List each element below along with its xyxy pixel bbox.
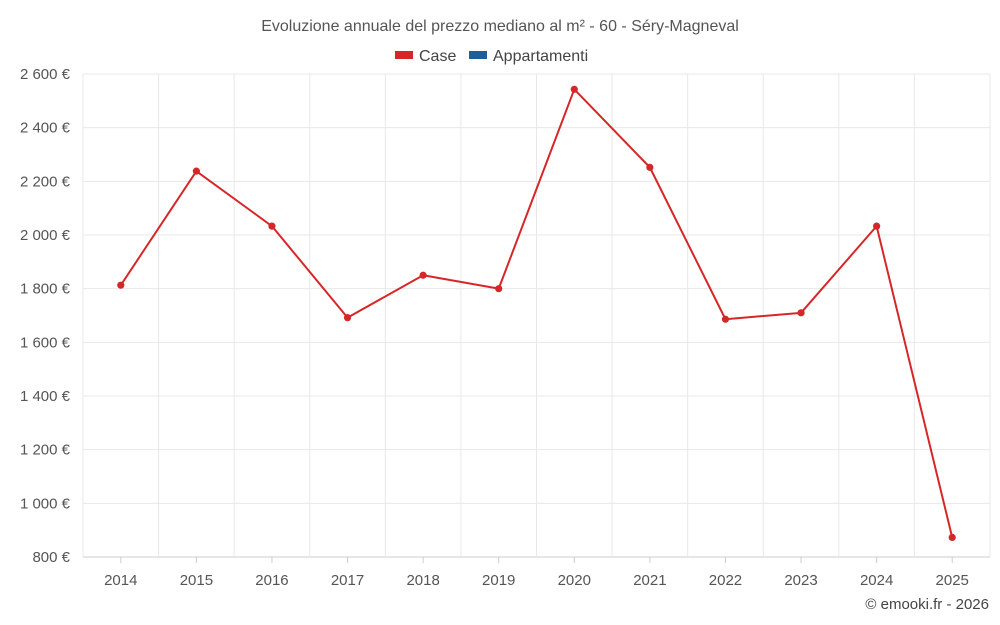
data-point-2018[interactable] (419, 271, 427, 279)
x-tick-label-8: 2022 (709, 572, 742, 589)
data-point-2014[interactable] (117, 281, 125, 289)
credit-text: © emooki.fr - 2026 (865, 596, 989, 613)
data-point-2016[interactable] (268, 222, 276, 230)
x-tick-label-7: 2021 (633, 572, 666, 589)
legend-swatch-case (395, 51, 413, 59)
x-tick-label-11: 2025 (936, 572, 969, 589)
y-tick-label-4: 1 600 € (20, 334, 71, 351)
y-tick-label-7: 2 200 € (20, 173, 71, 190)
x-tick-label-0: 2014 (104, 572, 137, 589)
legend-label-appartamenti: Appartamenti (493, 48, 588, 65)
legend: Case Appartamenti (395, 48, 588, 65)
data-point-2017[interactable] (343, 314, 352, 322)
x-tick-label-2: 2016 (255, 572, 288, 589)
x-tick-label-9: 2023 (784, 572, 817, 589)
y-tick-label-5: 1 800 € (20, 281, 71, 298)
x-tick-label-3: 2017 (331, 572, 364, 589)
y-tick-label-3: 1 400 € (20, 388, 71, 405)
data-point-2024[interactable] (873, 222, 881, 230)
legend-label-case: Case (419, 48, 456, 65)
data-point-2019[interactable] (495, 285, 503, 293)
x-tick-label-5: 2019 (482, 572, 515, 589)
y-tick-label-9: 2 600 € (20, 66, 71, 83)
x-tick-label-4: 2018 (406, 572, 439, 589)
legend-swatch-appartamenti (469, 51, 487, 59)
data-point-2025[interactable] (948, 533, 956, 542)
gridlines (82, 73, 991, 558)
data-point-2021[interactable] (646, 163, 654, 171)
series-case (117, 85, 956, 542)
series-line-0 (119, 88, 954, 538)
y-tick-label-6: 2 000 € (20, 227, 71, 244)
x-axis: 2014 2015 2016 2017 2018 2019 2020 2021 2022 2023… (104, 557, 969, 589)
x-tick-label-1: 2015 (180, 572, 213, 589)
chart-title: Evoluzione annuale del prezzo mediano al… (261, 18, 739, 35)
data-point-2022[interactable] (721, 315, 730, 323)
y-tick-label-0: 800 € (32, 549, 70, 566)
data-point-2023[interactable] (797, 309, 805, 317)
y-axis: 800 € 1 000 € 1 200 € 1 400 € 1 600 € 1 800 €… (20, 66, 71, 566)
y-tick-label-8: 2 400 € (20, 120, 71, 137)
data-point-2015[interactable] (192, 167, 200, 175)
y-tick-label-1: 1 000 € (20, 495, 71, 512)
x-tick-label-10: 2024 (860, 572, 893, 589)
legend-item-case[interactable]: Case (395, 48, 456, 65)
x-tick-label-6: 2020 (558, 572, 591, 589)
legend-item-appartamenti[interactable]: Appartamenti (469, 48, 588, 65)
data-point-2020[interactable] (570, 85, 578, 93)
y-tick-label-2: 1 200 € (20, 442, 71, 459)
